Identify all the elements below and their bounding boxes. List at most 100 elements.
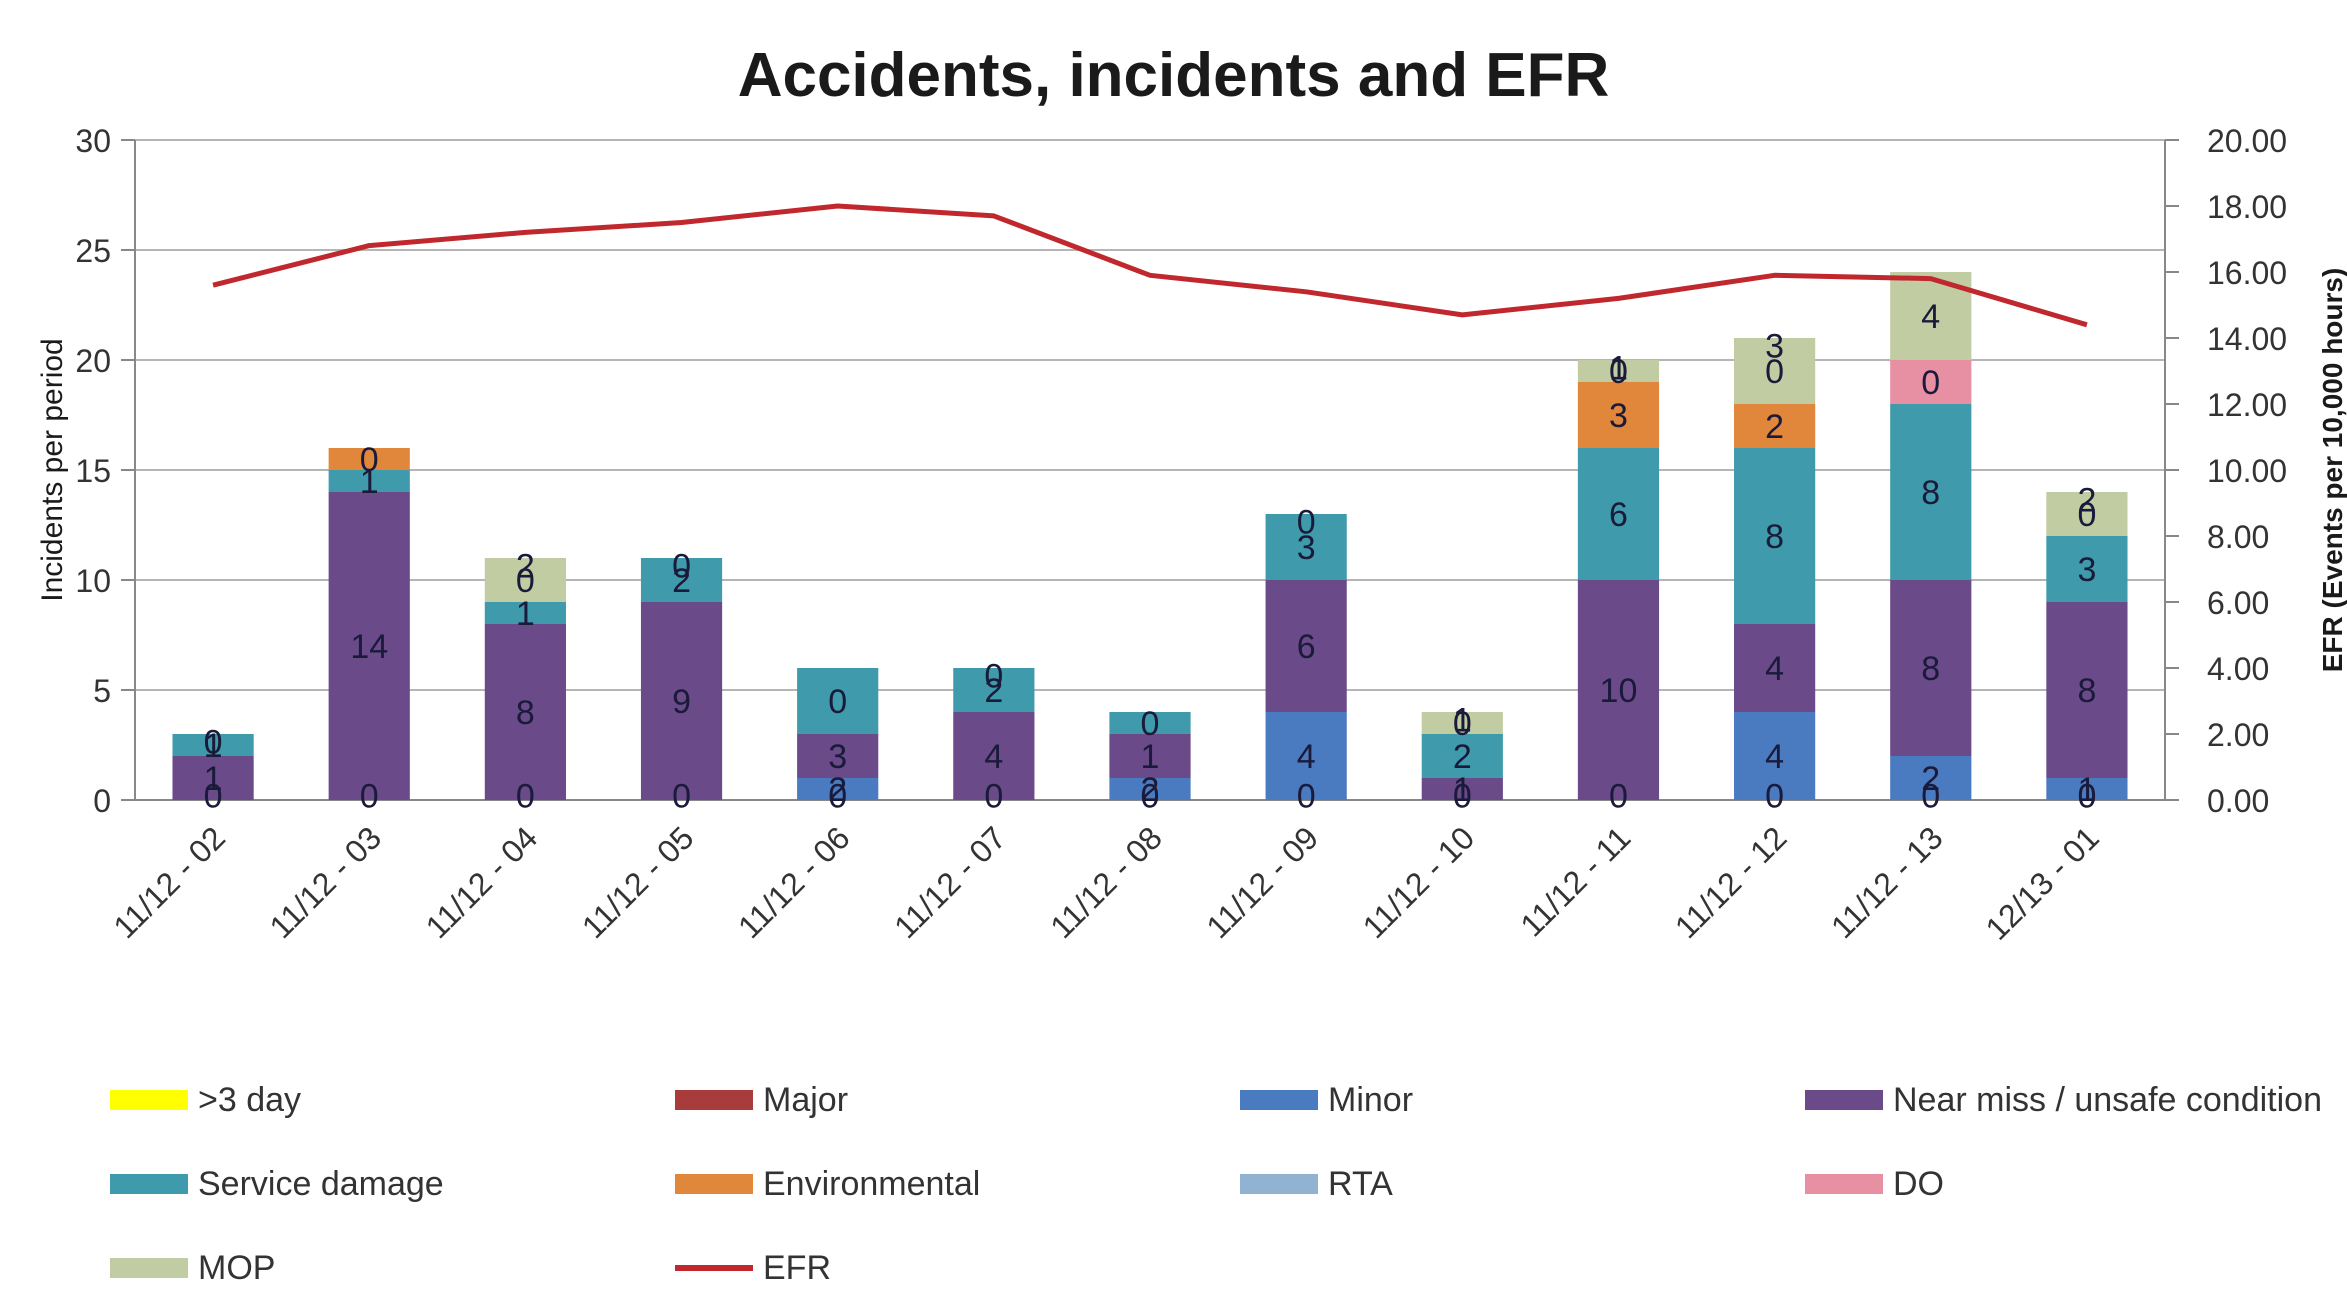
data-label: 0 bbox=[1921, 778, 1940, 816]
bar-segment-service-damage bbox=[797, 668, 879, 734]
data-label: 0 bbox=[984, 778, 1003, 816]
legend-swatch-environmental bbox=[675, 1174, 753, 1194]
data-label: 2 bbox=[1921, 760, 1940, 798]
data-label: 0 bbox=[1453, 705, 1472, 743]
bar-segment-minor bbox=[1890, 756, 1972, 800]
bar-segment-service-damage bbox=[640, 558, 723, 602]
y-tick-label: 0 bbox=[93, 783, 111, 819]
bar-segment-service-damage bbox=[1109, 712, 1191, 734]
data-label: 1 bbox=[516, 595, 535, 633]
data-label: 4 bbox=[1765, 738, 1784, 776]
data-label: 9 bbox=[672, 683, 691, 721]
bar-segment-mop bbox=[2046, 492, 2128, 536]
data-label: 0 bbox=[984, 658, 1003, 696]
data-label: 8 bbox=[1921, 650, 1940, 688]
bar-segment-service-damage bbox=[172, 734, 254, 756]
bar-segment-near-miss-unsafe-condition bbox=[1421, 778, 1503, 800]
data-label: 0 bbox=[360, 441, 379, 479]
bar-segment-service-damage bbox=[1421, 734, 1503, 778]
x-tick-label: 12/13 - 01 bbox=[1979, 819, 2106, 946]
data-label: 0 bbox=[1921, 364, 1940, 402]
legend-label-minor: Minor bbox=[1328, 1080, 1414, 1119]
data-label: 2 bbox=[2077, 482, 2096, 520]
bar-segment-mop bbox=[1421, 712, 1503, 734]
bar-segment-environmental bbox=[1734, 404, 1816, 448]
bar-segment-near-miss-unsafe-condition bbox=[1109, 734, 1191, 778]
data-label: 0 bbox=[828, 778, 847, 816]
legend-swatch-mop bbox=[110, 1258, 188, 1278]
data-label: 1 bbox=[204, 727, 223, 765]
legend-item-efr: EFR bbox=[675, 1238, 831, 1298]
legend-label-mop: MOP bbox=[198, 1248, 276, 1287]
data-label: 4 bbox=[984, 738, 1003, 776]
legend-item-rta: RTA bbox=[1240, 1154, 1393, 1214]
y2-tick-label: 0.00 bbox=[2207, 783, 2269, 819]
y2-tick-label: 18.00 bbox=[2207, 189, 2287, 225]
y2-tick-label: 14.00 bbox=[2207, 321, 2287, 357]
x-tick-label: 11/12 - 13 bbox=[1824, 819, 1950, 945]
data-label: 14 bbox=[350, 628, 388, 666]
data-label: 2 bbox=[1765, 408, 1784, 446]
data-label: 0 bbox=[1765, 353, 1784, 391]
legend-label-efr: EFR bbox=[763, 1248, 831, 1287]
y2-tick-label: 16.00 bbox=[2207, 255, 2287, 291]
x-tick-label: 11/12 - 12 bbox=[1668, 819, 1794, 945]
legend-item-environmental: Environmental bbox=[675, 1154, 980, 1214]
x-tick-label: 11/12 - 09 bbox=[1199, 819, 1325, 945]
data-label: 0 bbox=[1141, 778, 1160, 816]
data-label: 8 bbox=[516, 694, 535, 732]
legend-label-rta: RTA bbox=[1328, 1164, 1393, 1203]
bar-segment-mop bbox=[1734, 338, 1816, 404]
bar-segment-minor bbox=[1734, 712, 1816, 800]
data-label: 1 bbox=[360, 463, 379, 501]
y2-tick-label: 6.00 bbox=[2207, 585, 2269, 621]
bar-segment-service-damage bbox=[953, 668, 1035, 712]
data-label: 0 bbox=[516, 778, 535, 816]
bar-segment-service-damage bbox=[1890, 404, 1972, 580]
data-label: 2 bbox=[516, 548, 535, 586]
bar-segment-near-miss-unsafe-condition bbox=[1890, 580, 1972, 756]
legend-label-environmental: Environmental bbox=[763, 1164, 981, 1203]
bar-segment-near-miss-unsafe-condition bbox=[172, 756, 254, 800]
bar-segment-near-miss-unsafe-condition bbox=[484, 624, 566, 800]
bar-segment-environmental bbox=[1577, 382, 1660, 448]
data-label: 8 bbox=[1765, 518, 1784, 556]
bar-segment-near-miss-unsafe-condition bbox=[953, 712, 1035, 800]
bar-segment-service-damage bbox=[484, 602, 566, 624]
y-tick-label: 30 bbox=[75, 123, 111, 159]
data-label: 2 bbox=[1453, 738, 1472, 776]
data-label: 0 bbox=[2077, 496, 2096, 534]
bar-segment-minor bbox=[797, 778, 879, 800]
y2-tick-label: 4.00 bbox=[2207, 651, 2269, 687]
legend-swatch-rta bbox=[1240, 1174, 1318, 1194]
legend-item-do: DO bbox=[1805, 1154, 1944, 1214]
x-tick-label: 11/12 - 05 bbox=[575, 819, 701, 945]
bar-segment-near-miss-unsafe-condition bbox=[328, 492, 410, 800]
legend-item-3day: >3 day bbox=[110, 1070, 301, 1130]
x-tick-label: 11/12 - 10 bbox=[1356, 819, 1482, 945]
y2-axis-title: EFR (Events per 10,000 hours) bbox=[2317, 268, 2347, 673]
legend-item-near-miss: Near miss / unsafe condition bbox=[1805, 1070, 2322, 1130]
x-tick-label: 11/12 - 04 bbox=[419, 819, 545, 945]
legend-item-service-damage: Service damage bbox=[110, 1154, 444, 1214]
legend-line-efr bbox=[675, 1265, 753, 1271]
efr-line bbox=[212, 203, 2088, 328]
bar-segment-mop bbox=[484, 558, 566, 602]
data-label: 3 bbox=[1297, 529, 1316, 567]
data-label: 0 bbox=[360, 778, 379, 816]
legend-label-service-damage: Service damage bbox=[198, 1164, 444, 1203]
y-tick-label: 25 bbox=[75, 233, 111, 269]
data-label: 0 bbox=[1765, 778, 1784, 816]
bar-segment-near-miss-unsafe-condition bbox=[640, 602, 723, 800]
legend-swatch-service-damage bbox=[110, 1174, 188, 1194]
data-label: 3 bbox=[828, 738, 847, 776]
y2-tick-label: 8.00 bbox=[2207, 519, 2269, 555]
data-label: 1 bbox=[2077, 771, 2096, 809]
bar-segment-near-miss-unsafe-condition bbox=[2046, 602, 2128, 778]
legend-label-3day: >3 day bbox=[198, 1080, 302, 1119]
legend-item-minor: Minor bbox=[1240, 1070, 1413, 1130]
x-tick-label: 11/12 - 02 bbox=[106, 819, 232, 945]
data-label: 4 bbox=[1765, 650, 1784, 688]
y-tick-label: 15 bbox=[75, 453, 111, 489]
data-label: 2 bbox=[828, 771, 847, 809]
